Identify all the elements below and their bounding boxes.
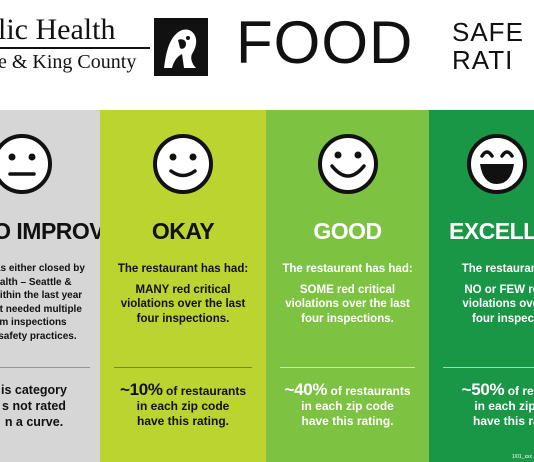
stat-line: in each zip code [136,399,230,413]
rating-statistic: ~10% of restaurants in each zip code hav… [110,380,256,429]
safety-title-line2: RATI [452,45,514,75]
stat-line: in each zip c [474,399,534,413]
description-line: d safety practices. [0,330,77,342]
description-lead: The restaurant has had: [282,263,413,275]
rating-title: TO IMPROVE [0,218,100,244]
description-line: t was either closed by [0,263,85,274]
grin-face-icon [467,134,527,194]
stat-line: have this rating. [301,414,394,428]
rating-title: EXCELLE [449,218,534,244]
stat-percent: ~10% [119,380,163,399]
rating-column-okay: OKAY The restaurant has had: MANY red cr… [100,110,266,462]
description-line: violations over the last [120,298,246,310]
stat-text: of restaurants [327,384,411,398]
stat-line: n a curve. [4,415,64,429]
divider [280,367,415,368]
stat-line: is category [0,383,67,397]
rating-column-needs-improve: TO IMPROVE t was either closed by ealth … [0,110,100,462]
stat-line: in each zip code [301,399,394,413]
big-smile-face-icon [317,134,378,194]
stat-line: have this rati [472,414,534,428]
rating-description: The restaurant ha NO or FEW red c violat… [445,262,534,326]
description-lead: The restaurant ha [461,263,534,275]
description-line: y within the last year [0,290,83,301]
header: lic Health e & King County FOOD SAFE RAT… [0,0,534,110]
description-lead: The restaurant has had: [117,263,249,275]
rating-statistic: ~50% of restau in each zip c have this r… [445,380,534,429]
divider [114,367,252,368]
stat-percent: ~50% [461,380,505,399]
rating-title: GOOD [313,218,382,244]
stat-text: of restau [507,384,534,398]
safety-rating-title: SAFE RATI [452,18,524,74]
description-line: NO or FEW red c [464,283,534,296]
rating-column-excellent: EXCELLE The restaurant ha NO or FEW red … [429,110,534,462]
footer-code: 1/01_xxx [511,454,532,460]
rating-title: OKAY [151,218,215,244]
king-county-logo-icon [154,18,208,76]
stat-percent: ~40% [284,380,328,399]
description-line: four inspections. [136,312,230,325]
description-line: rant needed multiple [0,303,82,315]
org-subtitle: e & King County [0,51,137,73]
description-line: ealth – Seattle & [0,276,72,288]
rating-column-good: GOOD The restaurant has had: SOME red cr… [266,110,429,462]
smile-face-icon [153,134,213,194]
org-name: lic Health [0,13,116,46]
description-line: violations over th [462,298,534,310]
description-line: MANY red critical [135,283,231,296]
description-line: violations over the last [285,298,410,310]
food-title: FOOD [236,9,414,76]
description-line: m inspections [0,317,67,328]
description-line: four inspections. [301,312,394,325]
divider [443,367,534,368]
org-logo-text: lic Health e & King County [0,14,148,74]
stat-line: s not rated [2,399,66,413]
safety-title-line1: SAFE [452,17,524,47]
rating-description: t was either closed by ealth – Seattle &… [0,262,96,343]
description-line: four inspectio [471,312,534,325]
stat-line: have this rating. [136,414,230,428]
description-line: SOME red critical [299,283,396,296]
rating-description: The restaurant has had: SOME red critica… [274,262,421,326]
neutral-face-icon [0,134,52,194]
stat-text: of restaurants [162,384,247,398]
logo-divider [0,47,150,49]
divider [0,367,90,368]
rating-statistic: is category s not rated n a curve. [0,382,98,430]
rating-statistic: ~40% of restaurants in each zip code hav… [276,380,419,429]
rating-description: The restaurant has had: MANY red critica… [108,262,258,326]
